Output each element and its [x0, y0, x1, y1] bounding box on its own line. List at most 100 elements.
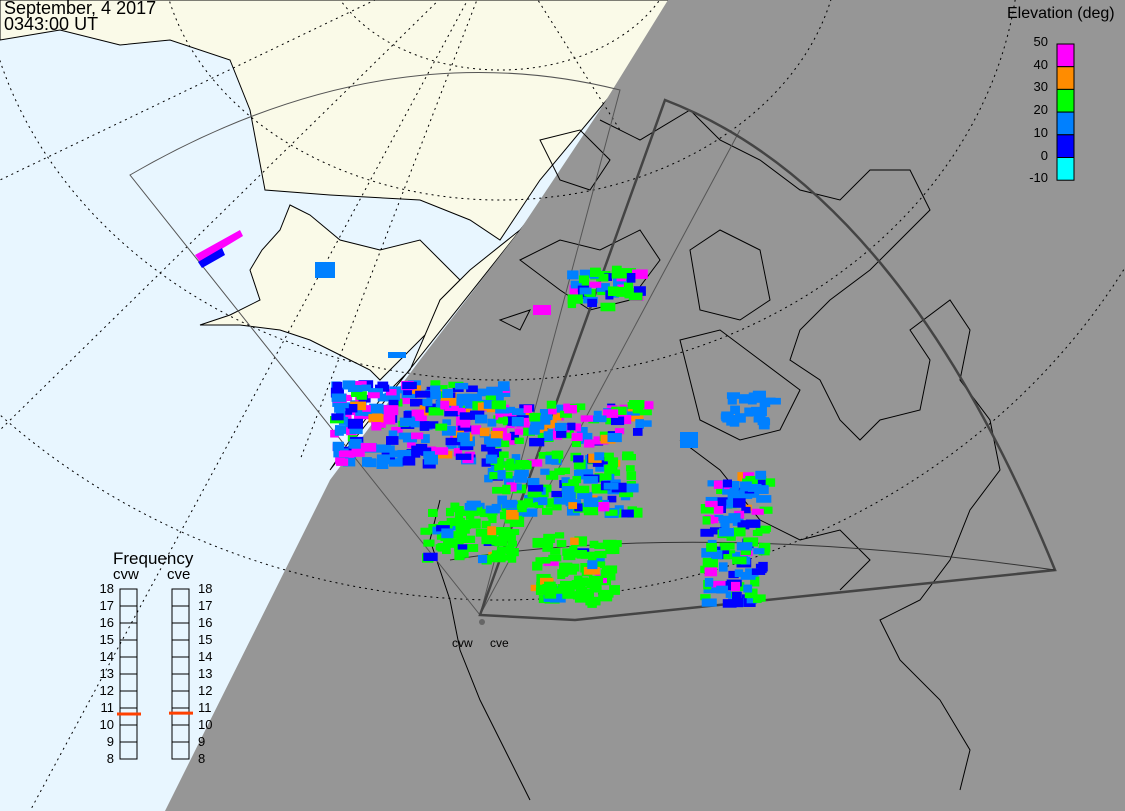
echo-cell — [514, 428, 524, 435]
echo-cell — [509, 431, 520, 441]
echo-cell — [548, 554, 562, 562]
echo-cell — [700, 528, 714, 537]
echo-cell — [620, 268, 637, 276]
echo-cell — [572, 475, 582, 484]
echo-cell — [496, 546, 511, 554]
echo-cell — [726, 534, 736, 541]
echo-cell — [420, 527, 431, 535]
colorbar-swatch — [1056, 43, 1075, 68]
echo-cell — [554, 404, 566, 413]
echo-cell — [576, 485, 590, 494]
echo-cell — [388, 430, 398, 439]
echo-cell — [752, 596, 762, 603]
echo-cell — [743, 584, 753, 593]
echo-cell — [455, 382, 469, 390]
echo-cell — [571, 437, 581, 448]
echo-cell — [556, 430, 567, 438]
echo-cell — [589, 581, 599, 591]
echo-cell — [436, 525, 450, 532]
frequency-tick-label: 11 — [100, 700, 115, 715]
echo-cell — [481, 444, 496, 452]
echo-cell — [503, 475, 515, 486]
echo-cell — [573, 459, 586, 470]
echo-cell — [567, 270, 579, 280]
echo-cell — [403, 385, 412, 396]
frequency-tick-label: 9 — [198, 734, 206, 749]
echo-cell — [750, 479, 766, 486]
echo-cell — [734, 569, 744, 578]
echo-cell — [466, 385, 478, 393]
echo-cell — [459, 443, 474, 451]
echo-cell — [733, 498, 746, 508]
echo-cell — [726, 392, 740, 399]
echo-cell — [568, 502, 578, 509]
echo-cell — [611, 482, 627, 493]
echo-cell — [501, 471, 513, 479]
echo-cell — [315, 262, 335, 278]
echo-cell — [505, 504, 520, 513]
echo-cell — [509, 517, 525, 527]
echo-cell — [469, 410, 485, 419]
echo-cell — [444, 403, 459, 412]
echo-cell — [711, 580, 726, 588]
echo-cell — [539, 577, 554, 585]
echo-cell — [506, 458, 515, 465]
echo-cell — [428, 407, 444, 416]
map-label-cvw: cvw — [452, 636, 473, 650]
echo-cell — [704, 567, 718, 577]
date-label: September, 4 2017 — [4, 0, 157, 18]
echo-cell — [411, 432, 424, 440]
echo-cell — [487, 526, 497, 536]
echo-cell — [570, 280, 583, 289]
echo-cell — [411, 445, 424, 456]
echo-cell — [753, 413, 766, 423]
echo-cell — [621, 509, 634, 518]
echo-cell — [531, 419, 545, 430]
echo-cell — [331, 413, 344, 421]
echo-cell — [752, 529, 763, 537]
echo-cell — [487, 418, 497, 427]
echo-cell — [456, 397, 466, 406]
echo-cell — [580, 551, 597, 559]
echo-cell — [501, 499, 517, 509]
echo-cell — [583, 476, 598, 484]
echo-cell — [604, 452, 614, 462]
echo-cell — [383, 405, 399, 416]
echo-cell — [457, 407, 466, 415]
echo-cell — [714, 514, 724, 521]
echo-cell — [607, 495, 617, 503]
echo-cell — [551, 490, 563, 498]
echo-cell — [371, 420, 382, 431]
echo-cell — [567, 294, 583, 304]
echo-cell — [527, 490, 542, 498]
echo-cell — [589, 281, 602, 288]
echo-cell — [740, 481, 752, 492]
echo-cell — [587, 560, 598, 570]
echo-cell — [751, 508, 764, 515]
echo-cell — [488, 515, 497, 524]
echo-cell — [718, 562, 728, 572]
echo-cell — [391, 426, 403, 434]
echo-cell — [591, 484, 608, 494]
echo-cell — [713, 505, 724, 514]
echo-cell — [422, 398, 433, 407]
echo-cell — [627, 402, 641, 410]
frequency-tick-label: 17 — [198, 598, 213, 613]
echo-cell — [502, 411, 518, 421]
colorbar-tick-label: 30 — [1033, 79, 1048, 95]
echo-cell — [434, 385, 448, 393]
echo-cell — [385, 389, 397, 396]
echo-cell — [579, 589, 594, 598]
echo-cell — [574, 503, 583, 512]
echo-cell — [594, 452, 604, 461]
echo-cell — [702, 557, 718, 568]
echo-cell — [638, 401, 654, 410]
echo-cell — [477, 554, 488, 564]
echo-cell — [491, 400, 507, 410]
colorbar-tick-label: -10 — [1029, 170, 1048, 186]
echo-cell — [607, 457, 618, 467]
echo-cell — [564, 404, 578, 414]
echo-cell — [332, 441, 344, 451]
echo-cell — [515, 459, 529, 469]
echo-cell — [744, 407, 754, 417]
